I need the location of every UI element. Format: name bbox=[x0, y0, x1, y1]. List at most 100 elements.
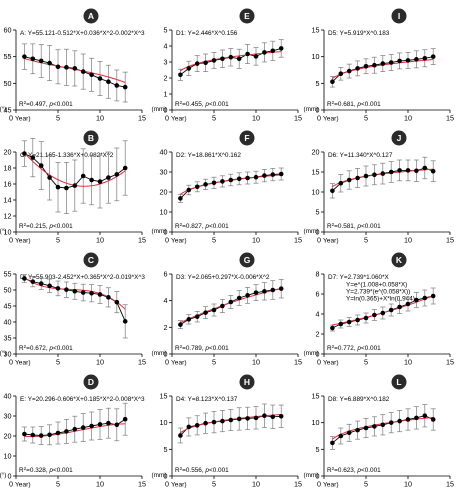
data-point bbox=[372, 172, 377, 178]
data-point bbox=[372, 62, 377, 68]
panel-letter: G bbox=[244, 255, 251, 265]
data-point bbox=[114, 299, 120, 305]
x-tick-label: 5 bbox=[56, 236, 60, 245]
data-point bbox=[262, 50, 267, 55]
x-tick-label: 10 bbox=[404, 114, 412, 123]
r-squared-label: R2=0.581, p<0.001 bbox=[327, 222, 381, 231]
r-squared-label: R2=0.623, p<0.001 bbox=[327, 466, 381, 475]
r-squared-label: R2=0.672, p<0.001 bbox=[19, 344, 73, 353]
data-point bbox=[178, 322, 183, 327]
y-tick-label: 45 bbox=[4, 106, 12, 115]
x-tick-label: 0 bbox=[317, 114, 321, 123]
y-tick-label: 50 bbox=[4, 79, 12, 88]
x-axis-label: Year) bbox=[323, 360, 339, 367]
data-point bbox=[194, 423, 200, 428]
y-tick-label: 55 bbox=[4, 52, 12, 61]
panel-badge bbox=[239, 374, 255, 390]
panel-badge bbox=[391, 252, 407, 268]
x-axis-label: Year) bbox=[323, 238, 339, 245]
fit-equation: D8: Y=6.889*X^0.182 bbox=[328, 396, 390, 403]
data-point bbox=[253, 174, 259, 180]
data-point bbox=[186, 317, 192, 322]
x-tick-label: 10 bbox=[404, 480, 412, 489]
fit-equation: C: Y=21.165-1.336*X+0.082*X^2 bbox=[20, 152, 114, 159]
panel-badge bbox=[83, 8, 99, 24]
y-tick-label: 15 bbox=[312, 26, 320, 35]
data-point bbox=[220, 303, 225, 309]
data-point bbox=[414, 57, 419, 62]
data-point bbox=[114, 422, 120, 428]
data-point bbox=[245, 51, 250, 57]
data-point bbox=[89, 72, 94, 78]
data-point bbox=[203, 182, 208, 187]
panel-a: A A: Y=55.121-0.512*X+0.036*X^2-0.002*X^3… bbox=[0, 8, 146, 123]
x-tick-label: 10 bbox=[96, 480, 104, 489]
data-point bbox=[211, 419, 217, 425]
data-point bbox=[80, 290, 86, 295]
x-axis-label: Year) bbox=[15, 360, 31, 367]
data-point bbox=[380, 171, 386, 176]
y-unit-label: (°) bbox=[0, 471, 6, 479]
panel-badge bbox=[239, 252, 255, 268]
y-unit-label: (°) bbox=[0, 227, 6, 235]
data-point bbox=[220, 56, 225, 62]
data-point bbox=[194, 61, 200, 66]
fit-equation: D3: Y=2.065+0.297*X-0.006*X^2 bbox=[176, 274, 270, 281]
data-point bbox=[346, 177, 352, 183]
y-tick-label: 14 bbox=[4, 196, 12, 205]
y-tick-label: 10 bbox=[312, 418, 320, 427]
y-tick-label: 5 bbox=[316, 208, 320, 217]
y-tick-label: 0 bbox=[164, 472, 168, 481]
x-tick-label: 0 bbox=[317, 236, 321, 245]
y-tick-label: 4 bbox=[316, 310, 320, 319]
y-tick-label: 2 bbox=[164, 323, 168, 332]
x-tick-label: 0 bbox=[165, 236, 169, 245]
x-tick-label: 0 bbox=[165, 358, 169, 367]
data-point bbox=[186, 187, 192, 193]
x-tick-label: 15 bbox=[446, 480, 454, 489]
panel-letter: A bbox=[88, 11, 94, 21]
x-tick-label: 15 bbox=[138, 358, 146, 367]
y-tick-label: 20 bbox=[160, 188, 168, 197]
fit-equation: D4: Y=8.123*X^0.137 bbox=[176, 396, 238, 403]
x-axis-label: Year) bbox=[15, 116, 31, 123]
y-tick-label: 55 bbox=[4, 270, 12, 279]
data-point bbox=[414, 297, 419, 303]
y-tick-label: 2 bbox=[164, 74, 168, 83]
data-point bbox=[89, 290, 94, 296]
data-point bbox=[278, 286, 284, 291]
panel-badge bbox=[83, 252, 99, 268]
data-point bbox=[186, 424, 192, 430]
data-point bbox=[270, 414, 276, 420]
data-point bbox=[186, 66, 192, 71]
y-tick-label: 40 bbox=[160, 148, 168, 157]
y-tick-label: 5 bbox=[316, 445, 320, 454]
data-point bbox=[270, 287, 276, 293]
data-point bbox=[338, 71, 344, 77]
panel-letter: C bbox=[88, 255, 94, 265]
data-point bbox=[228, 54, 234, 60]
data-point bbox=[106, 79, 111, 85]
y-tick-label: 50 bbox=[4, 286, 12, 295]
data-point bbox=[363, 315, 369, 321]
y-tick-label: 6 bbox=[316, 290, 320, 299]
y-unit-label: (°) bbox=[0, 105, 6, 113]
y-tick-label: 30 bbox=[4, 412, 12, 421]
data-point bbox=[122, 319, 128, 324]
panel-j: J D6: Y=11.340*X^0.127 0 5 10 15 20 0 5 10 15 Year)… bbox=[304, 130, 454, 245]
data-point bbox=[22, 151, 27, 156]
y-tick-label: 0 bbox=[316, 472, 320, 481]
data-point bbox=[346, 68, 352, 74]
data-point bbox=[236, 176, 242, 182]
x-tick-label: 5 bbox=[56, 480, 60, 489]
data-point bbox=[22, 54, 27, 59]
x-tick-label: 15 bbox=[446, 358, 454, 367]
y-unit-label: (mm) bbox=[152, 106, 167, 113]
data-point bbox=[330, 79, 335, 85]
x-tick-label: 15 bbox=[294, 358, 302, 367]
data-point bbox=[22, 431, 27, 437]
data-point bbox=[203, 420, 208, 426]
panel-badge bbox=[391, 130, 407, 146]
fit-equation-extra: Y=e^(1.008+0.058*X) bbox=[346, 282, 407, 289]
